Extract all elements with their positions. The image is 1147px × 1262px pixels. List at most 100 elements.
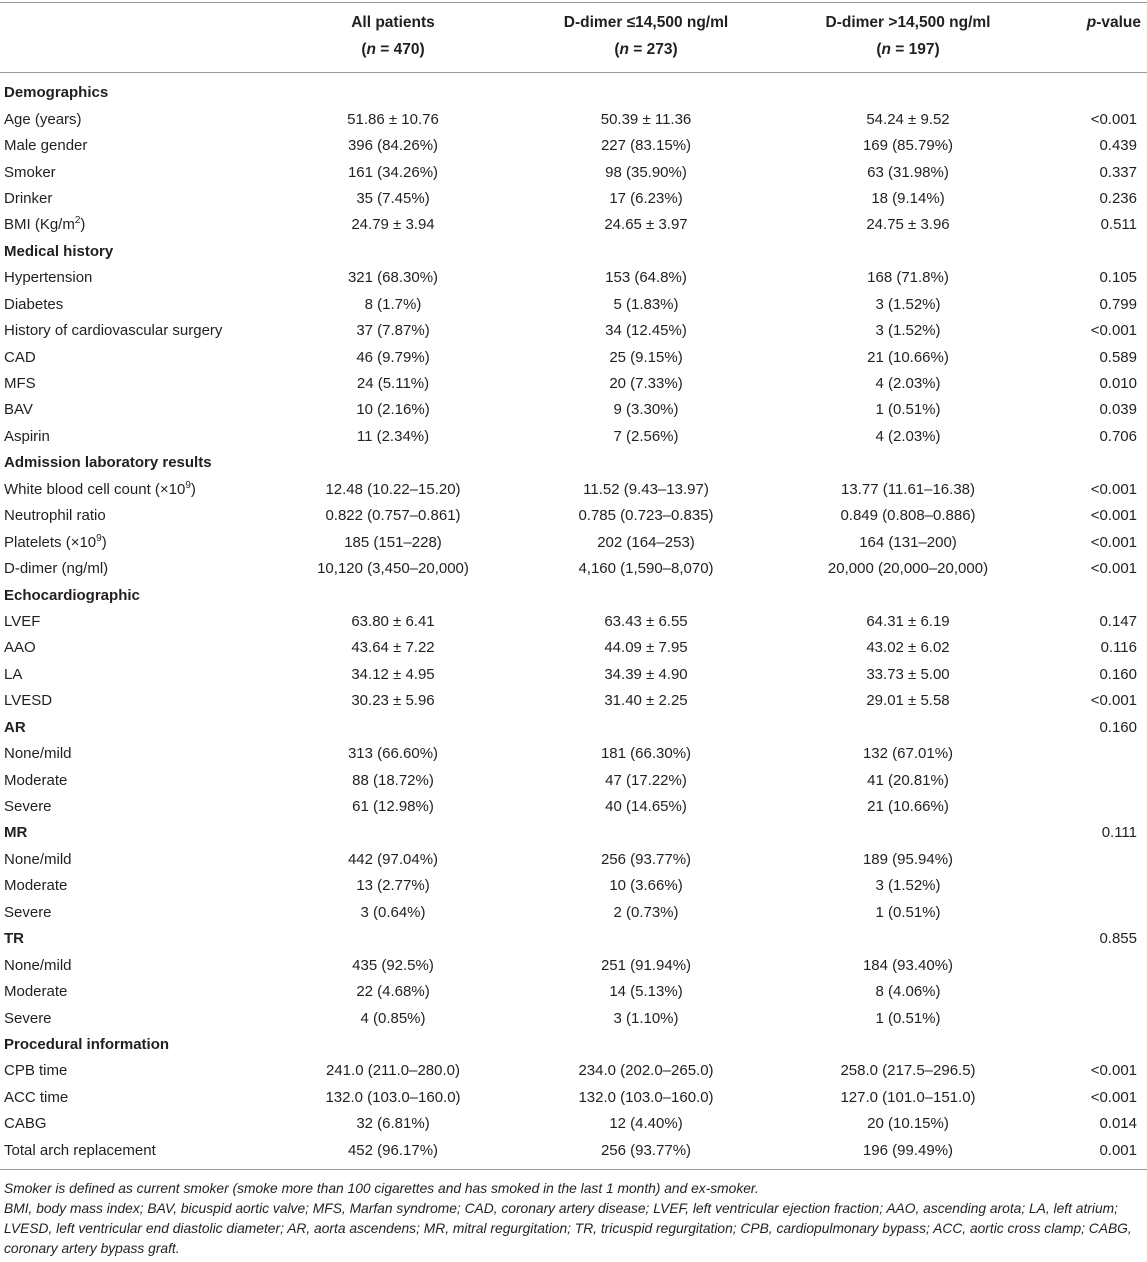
row-label: LVEF: [0, 613, 265, 631]
p-value-cell: 0.439: [1099, 137, 1137, 155]
d-dimer-low-cell: 7 (2.56%): [613, 427, 679, 445]
row-label-text: CAD: [4, 348, 36, 366]
d-dimer-low-cell: 256 (93.77%): [600, 850, 692, 868]
row-label: Drinker: [0, 190, 265, 208]
d-dimer-high-cell: 64.31 ± 6.19: [866, 612, 950, 630]
footnote-abbreviations-line: BMI, body mass index; BAV, bicuspid aort…: [4, 1200, 1118, 1216]
row-label: None/mild: [0, 851, 265, 869]
row-label-text: Platelets (×10: [4, 533, 97, 551]
table-row: Hypertension 321 (68.30%) 153 (64.8%) 168 (…: [0, 265, 1147, 291]
d-dimer-low-cell: 256 (93.77%): [600, 1141, 692, 1159]
table-row: BMI (Kg/m2) 24.79 ± 3.94 24.65 ± 3.97 24.75…: [0, 212, 1147, 238]
section-heading: Echocardiographic: [0, 587, 265, 605]
all-patients-cell: 22 (4.68%): [356, 983, 430, 1001]
d-dimer-low-cell: 14 (5.13%): [609, 983, 683, 1001]
table-footnotes: Smoker is defined as current smoker (smo…: [0, 1170, 1147, 1259]
d-dimer-low-cell: 34 (12.45%): [605, 322, 687, 340]
row-label-text-end: ): [101, 533, 107, 551]
all-patients-cell: 132.0 (103.0–160.0): [325, 1088, 461, 1106]
p-value-cell: 0.160: [1099, 718, 1137, 736]
p-value-cell: 0.799: [1099, 295, 1137, 313]
row-label: BMI (Kg/m2): [0, 216, 265, 234]
all-patients-cell: 43.64 ± 7.22: [351, 639, 435, 657]
section-row: Procedural information: [0, 1032, 1147, 1058]
table-row: LVEF 63.80 ± 6.41 63.43 ± 6.55 64.31 ± 6.19…: [0, 609, 1147, 635]
row-label-text: BMI (Kg/m: [4, 216, 75, 234]
table-row: Male gender 396 (84.26%) 227 (83.15%) 169 (…: [0, 133, 1147, 159]
row-label-text: Severe: [4, 903, 52, 921]
d-dimer-low-cell: 20 (7.33%): [609, 375, 683, 393]
d-dimer-low-cell: 234.0 (202.0–265.0): [578, 1062, 714, 1080]
row-label: Severe: [0, 904, 265, 922]
row-label-text: History of cardiovascular surgery: [4, 322, 223, 340]
header-count-var: n: [619, 41, 629, 58]
all-patients-cell: 442 (97.04%): [347, 850, 439, 868]
d-dimer-high-cell: 20,000 (20,000–20,000): [827, 560, 989, 578]
header-count: (n = 273): [521, 36, 771, 63]
row-label: Severe: [0, 1010, 265, 1028]
row-label-text: LVESD: [4, 692, 53, 710]
d-dimer-low-cell: 153 (64.8%): [605, 269, 687, 287]
row-label-text: None/mild: [4, 956, 72, 974]
section-heading: MR: [0, 824, 265, 842]
row-label-text: Neutrophil ratio: [4, 507, 106, 525]
p-value-cell: 0.589: [1099, 348, 1137, 366]
row-label: Diabetes: [0, 296, 265, 314]
header-label-column: [0, 9, 265, 72]
row-label: AAO: [0, 639, 265, 657]
header-p-value: p-value: [1045, 9, 1147, 72]
section-row: Echocardiographic: [0, 582, 1147, 608]
d-dimer-high-cell: 21 (10.66%): [867, 348, 949, 366]
table-row: Moderate 88 (18.72%) 47 (17.22%) 41 (20.81%…: [0, 767, 1147, 793]
footnote-abbreviations-line: coronary artery bypass graft.: [4, 1240, 180, 1256]
row-label: Neutrophil ratio: [0, 507, 265, 525]
p-value-cell: 0.014: [1099, 1115, 1137, 1133]
table-row: None/mild 442 (97.04%) 256 (93.77%) 189 (95…: [0, 847, 1147, 873]
d-dimer-low-cell: 24.65 ± 3.97: [604, 216, 688, 234]
d-dimer-high-cell: 21 (10.66%): [867, 798, 949, 816]
d-dimer-low-cell: 10 (3.66%): [609, 877, 683, 895]
d-dimer-high-cell: 3 (1.52%): [875, 877, 941, 895]
header-count-rest: = 197): [890, 41, 940, 58]
table-row: Aspirin 11 (2.34%) 7 (2.56%) 4 (2.03%) 0.706: [0, 424, 1147, 450]
row-label: BAV: [0, 401, 265, 419]
header-count-open: (: [361, 41, 367, 58]
p-value-cell: <0.001: [1090, 1088, 1137, 1106]
d-dimer-low-cell: 50.39 ± 11.36: [600, 110, 692, 128]
row-label: None/mild: [0, 957, 265, 975]
superscript: 2: [74, 215, 81, 227]
row-label-text: AR: [4, 718, 26, 736]
row-label: Severe: [0, 798, 265, 816]
d-dimer-low-cell: 17 (6.23%): [609, 189, 683, 207]
d-dimer-high-cell: 1 (0.51%): [875, 903, 941, 921]
d-dimer-low-cell: 25 (9.15%): [609, 348, 683, 366]
table-row: MFS 24 (5.11%) 20 (7.33%) 4 (2.03%) 0.010: [0, 371, 1147, 397]
section-row: TR 0.855: [0, 926, 1147, 952]
table-row: Moderate 13 (2.77%) 10 (3.66%) 3 (1.52%): [0, 873, 1147, 899]
table-row: Platelets (×109) 185 (151–228) 202 (164–25…: [0, 529, 1147, 555]
all-patients-cell: 321 (68.30%): [347, 269, 439, 287]
d-dimer-high-cell: 24.75 ± 3.96: [866, 216, 950, 234]
header-count-var: n: [881, 41, 891, 58]
all-patients-cell: 0.822 (0.757–0.861): [325, 507, 461, 525]
section-heading: Demographics: [0, 84, 265, 102]
row-label-text: Aspirin: [4, 427, 50, 445]
section-row: Demographics: [0, 80, 1147, 106]
row-label: CAD: [0, 349, 265, 367]
row-label: Moderate: [0, 772, 265, 790]
section-heading: TR: [0, 930, 265, 948]
section-row: Admission laboratory results: [0, 450, 1147, 476]
all-patients-cell: 10,120 (3,450–20,000): [317, 560, 469, 578]
row-label-text: Age (years): [4, 110, 82, 128]
header-count-open: (: [614, 41, 620, 58]
all-patients-cell: 24.79 ± 3.94: [351, 216, 435, 234]
p-value-cell: <0.001: [1090, 507, 1137, 525]
row-label-text: Procedural information: [4, 1035, 170, 1053]
row-label-text: ACC time: [4, 1088, 69, 1106]
row-label-text: LA: [4, 665, 23, 683]
row-label-text: Moderate: [4, 983, 68, 1001]
d-dimer-high-cell: 54.24 ± 9.52: [866, 110, 950, 128]
table-row: CABG 32 (6.81%) 12 (4.40%) 20 (10.15%) 0.014: [0, 1111, 1147, 1137]
header-count-rest: = 273): [628, 41, 678, 58]
